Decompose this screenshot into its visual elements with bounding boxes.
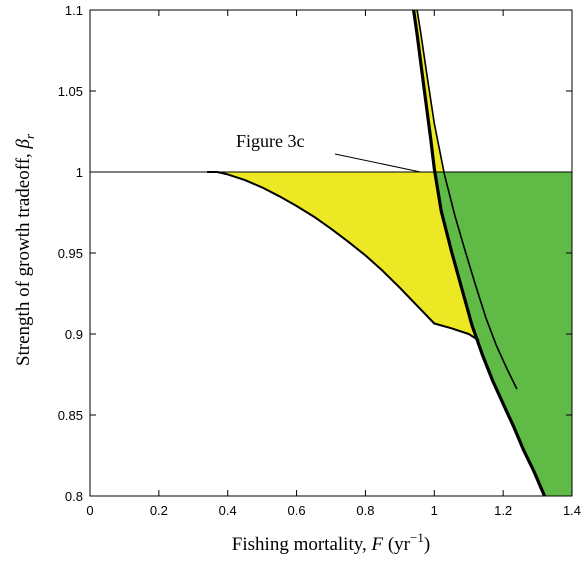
boundary-curves	[90, 10, 572, 496]
y-tick-label: 0.85	[58, 408, 83, 423]
shaded-regions	[207, 10, 572, 496]
x-tick-label: 0.2	[150, 503, 168, 518]
y-tick-label: 0.8	[65, 489, 83, 504]
x-tick-label: 1	[431, 503, 438, 518]
x-tick-label: 1.4	[563, 503, 581, 518]
y-axis-title: Strength of growth tradeoff, βr	[13, 133, 37, 366]
annotation-figure-3c: Figure 3c	[236, 131, 421, 173]
thin-boundary-curve	[416, 10, 518, 390]
annotation-leader-line	[334, 153, 421, 173]
y-axis-ticks: 0.8 0.85 0.9 0.95 1 1.05 1.1	[58, 3, 572, 504]
annotation-label: Figure 3c	[236, 131, 304, 151]
x-tick-label: 0.8	[356, 503, 374, 518]
lower-boundary-curve	[207, 171, 480, 342]
y-tick-label: 1.1	[65, 3, 83, 18]
region-yellow	[207, 10, 479, 341]
x-tick-label: 0.4	[219, 503, 237, 518]
region-green	[432, 172, 572, 496]
x-axis-title: Fishing mortality, F (yr−1)	[232, 530, 430, 555]
y-tick-label: 1.05	[58, 84, 83, 99]
x-tick-label: 0.6	[288, 503, 306, 518]
y-tick-label: 1	[76, 165, 83, 180]
thick-boundary-curve	[412, 10, 546, 496]
x-tick-label: 1.2	[494, 503, 512, 518]
y-tick-label: 0.9	[65, 327, 83, 342]
x-axis-ticks: 0 0.2 0.4 0.6 0.8 1 1.2 1.4	[86, 10, 581, 518]
y-tick-label: 0.95	[58, 246, 83, 261]
x-tick-label: 0	[86, 503, 93, 518]
